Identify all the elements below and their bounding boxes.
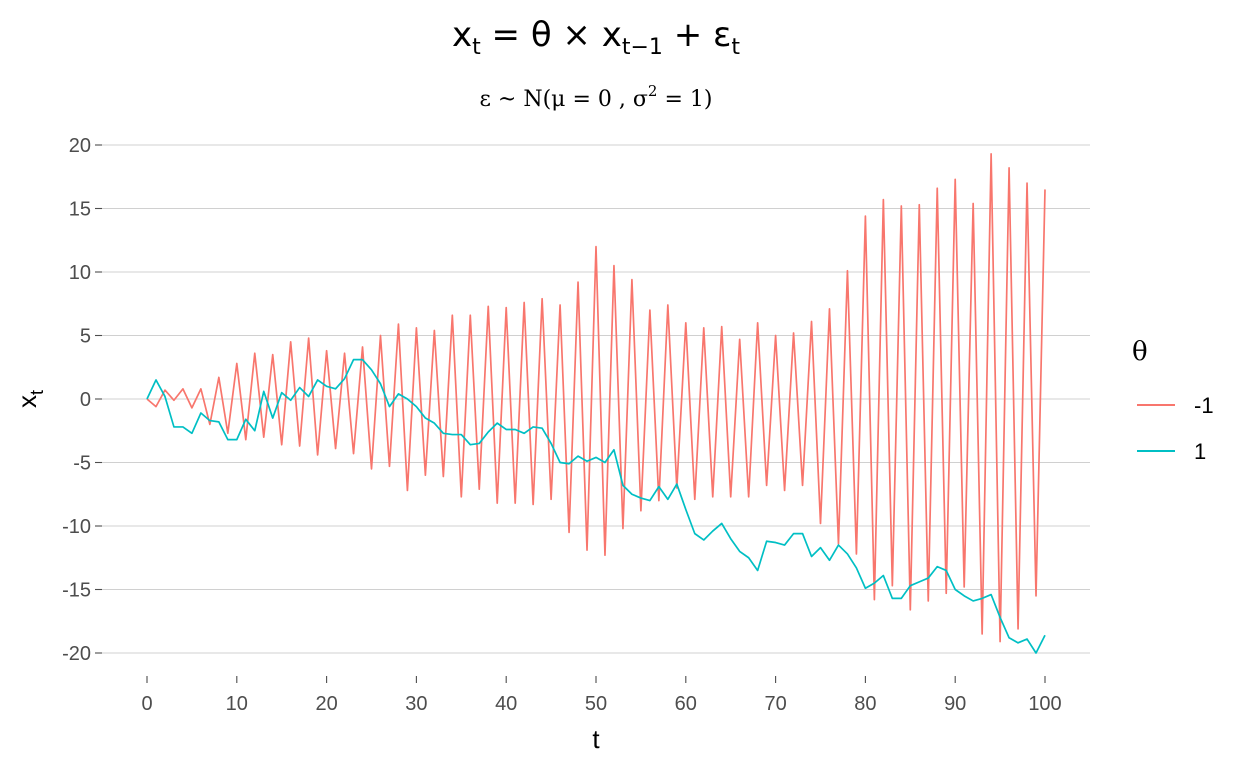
y-tick-label: 15 xyxy=(69,199,91,221)
series-lines xyxy=(146,153,1046,654)
x-tick-label: 100 xyxy=(1028,693,1061,715)
legend: θ -1 1 xyxy=(1132,337,1214,464)
x-tick-label: 20 xyxy=(315,693,337,715)
chart-title: xt = θ × xt−1 + εt xyxy=(452,15,740,60)
x-tick-label: 50 xyxy=(585,693,607,715)
x-tick-label: 80 xyxy=(854,693,876,715)
legend-items: -1 1 xyxy=(1137,393,1214,464)
chart-subtitle: ε ~ N(μ = 0 , σ2 = 1) xyxy=(480,82,713,112)
x-tick-label: 40 xyxy=(495,693,517,715)
y-tick-label: -15 xyxy=(62,580,91,602)
y-tick-label: 0 xyxy=(80,389,91,411)
x-tick-label: 70 xyxy=(764,693,786,715)
x-axis: 0 10 20 30 40 50 60 70 80 90 100 xyxy=(141,676,1062,715)
y-tick-label: -10 xyxy=(62,516,91,538)
x-tick-label: 0 xyxy=(141,693,152,715)
series-line-theta-minus-1 xyxy=(146,153,1046,643)
series-line-theta-1 xyxy=(146,358,1046,654)
legend-label: -1 xyxy=(1194,393,1214,418)
y-tick-label: 5 xyxy=(80,326,91,348)
x-tick-label: 10 xyxy=(226,693,248,715)
y-tick-label: -5 xyxy=(73,453,91,475)
legend-title: θ xyxy=(1132,337,1148,367)
legend-label: 1 xyxy=(1194,439,1206,464)
x-tick-label: 60 xyxy=(675,693,697,715)
y-tick-label: 20 xyxy=(69,135,91,157)
x-tick-label: 90 xyxy=(944,693,966,715)
x-tick-label: 30 xyxy=(405,693,427,715)
y-axis-title: xt xyxy=(12,390,47,408)
x-axis-title: t xyxy=(592,724,600,754)
y-tick-label: -20 xyxy=(62,643,91,665)
y-axis: -20 -15 -10 -5 0 5 10 15 20 xyxy=(62,135,102,665)
y-tick-label: 10 xyxy=(69,262,91,284)
